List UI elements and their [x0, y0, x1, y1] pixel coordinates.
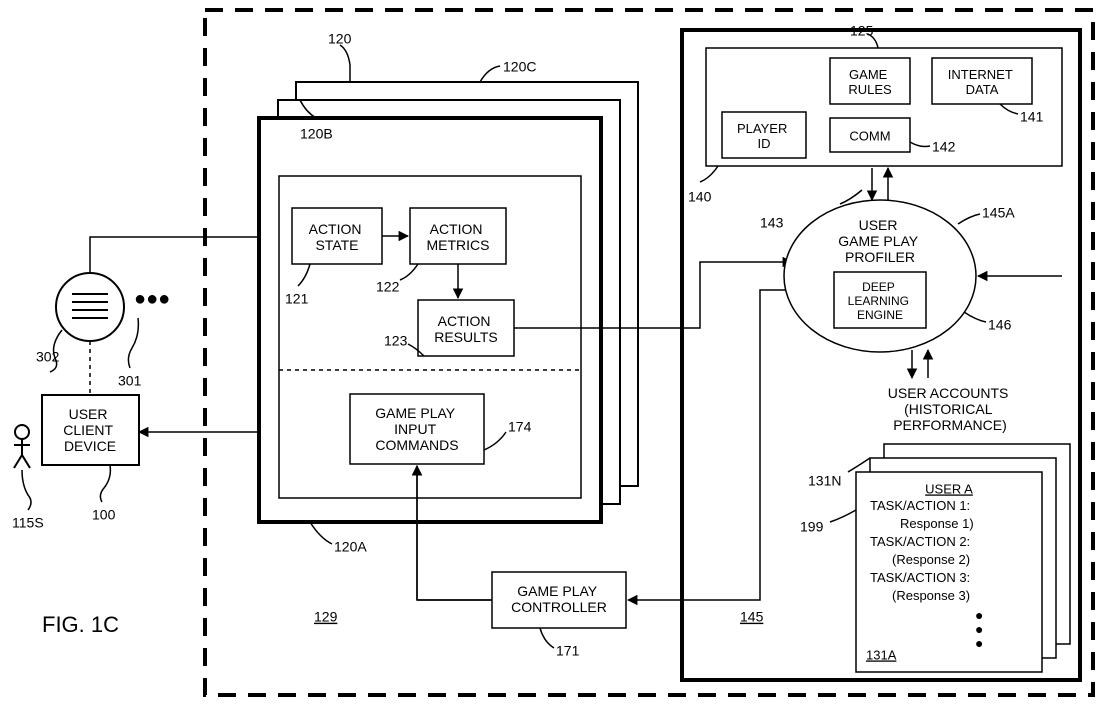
ref-302: 302	[36, 349, 60, 365]
leader-100	[100, 465, 110, 502]
ellipsis-dots: ●●●	[134, 288, 170, 310]
leader-120c	[480, 66, 500, 82]
ref-125: 125	[850, 23, 874, 39]
ref-115s: 115S	[12, 515, 44, 531]
leader-120	[340, 45, 350, 65]
ref-121: 121	[285, 291, 309, 307]
action-metrics-label: ACTION METRICS	[427, 221, 490, 253]
ref-145: 145	[740, 609, 764, 625]
ref-131a: 131A	[866, 647, 897, 662]
data-disk-icon	[56, 273, 124, 341]
ref-120b: 120B	[300, 126, 333, 142]
ref-131n: 131N	[808, 473, 841, 489]
ref-120: 120	[328, 31, 352, 47]
user-a-title: USER A	[925, 481, 973, 496]
leader-199	[830, 510, 856, 522]
gameplay-controller-label: GAME PLAY CONTROLLER	[511, 583, 607, 615]
game-rules-label: GAME RULES	[848, 67, 892, 97]
ref-122: 122	[376, 279, 400, 295]
leader-115s	[22, 470, 31, 510]
ref-120a: 120A	[334, 539, 367, 555]
leader-120a	[310, 522, 332, 544]
ref-123: 123	[384, 333, 408, 349]
action-state-label: ACTION STATE	[309, 221, 366, 253]
edge-profiler-to-controller	[628, 290, 786, 600]
leader-145a	[958, 214, 980, 224]
ref-120c: 120C	[503, 59, 536, 75]
ref-129: 129	[314, 609, 338, 625]
ref-146: 146	[988, 317, 1012, 333]
ref-141: 141	[1020, 109, 1044, 125]
action-results-label: ACTION RESULTS	[434, 313, 498, 345]
leader-171	[540, 628, 554, 648]
ref-143: 143	[760, 215, 784, 231]
ref-171: 171	[556, 643, 580, 659]
user-accounts-header: USER ACCOUNTS (HISTORICAL PERFORMANCE)	[888, 385, 1012, 433]
leader-146	[964, 312, 986, 322]
card-dots3: ●	[975, 635, 983, 651]
figure-label: FIG. 1C	[42, 612, 119, 637]
leader-140	[700, 166, 718, 182]
ref-199: 199	[800, 519, 824, 535]
user-client-device-label: USER CLIENT DEVICE	[63, 406, 116, 454]
patent-figure-1c: ●●● 302 301 USER CLIENT DEVICE 100 115S …	[0, 0, 1105, 706]
leader-301	[128, 318, 138, 368]
ref-301: 301	[118, 373, 142, 389]
ref-140: 140	[688, 189, 712, 205]
leader-131n	[848, 458, 870, 472]
comm-label: COMM	[849, 128, 890, 143]
ref-142: 142	[932, 139, 956, 155]
ref-100: 100	[92, 507, 116, 523]
edge-disk-to-actionstate	[90, 237, 281, 273]
person-icon	[14, 425, 30, 468]
ref-174: 174	[508, 419, 532, 435]
ref-145a: 145A	[982, 205, 1015, 221]
